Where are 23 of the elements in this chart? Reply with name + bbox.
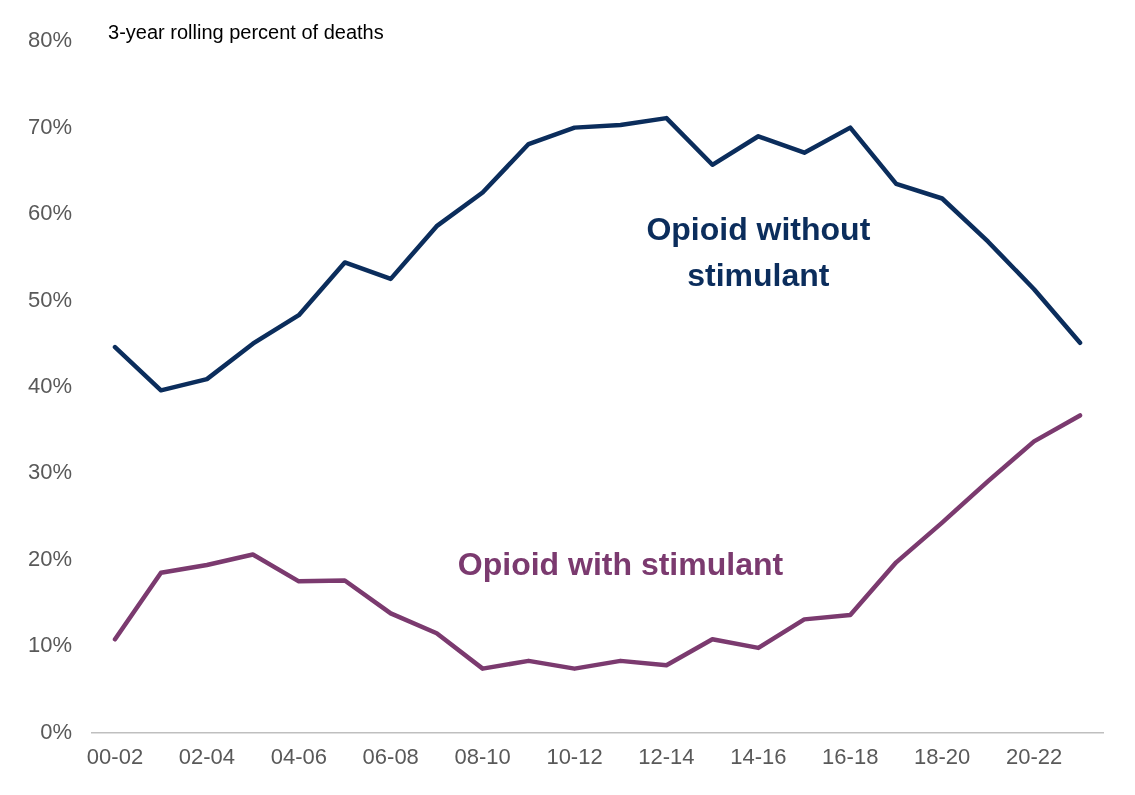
x-tick-label: 04-06 <box>270 743 327 769</box>
y-tick-label: 60% <box>27 200 73 226</box>
y-tick-label: 0% <box>40 718 73 744</box>
y-tick-label: 30% <box>27 459 73 485</box>
x-tick-label: 02-04 <box>178 743 236 769</box>
series-label: Opioid with stimulant <box>457 545 784 582</box>
x-tick-label: 14-16 <box>730 743 787 769</box>
y-tick-label: 10% <box>27 632 73 658</box>
x-tick-label: 16-18 <box>822 743 879 769</box>
y-tick-label: 50% <box>27 286 73 312</box>
x-tick-label: 10-12 <box>546 743 603 769</box>
x-tick-label: 00-02 <box>86 743 144 769</box>
x-tick-label: 18-20 <box>914 743 971 769</box>
x-tick-label: 20-22 <box>1005 743 1063 769</box>
x-tick-label: 08-10 <box>454 743 511 769</box>
y-tick-label: 80% <box>27 27 73 53</box>
y-tick-label: 20% <box>27 545 73 571</box>
y-tick-label: 40% <box>27 372 73 398</box>
y-tick-label: 70% <box>27 113 73 139</box>
y-axis-title: 3-year rolling percent of deaths <box>108 20 384 43</box>
x-tick-label: 12-14 <box>638 743 695 769</box>
x-tick-label: 06-08 <box>362 743 419 769</box>
series-label: Opioid without stimulant <box>646 211 871 294</box>
